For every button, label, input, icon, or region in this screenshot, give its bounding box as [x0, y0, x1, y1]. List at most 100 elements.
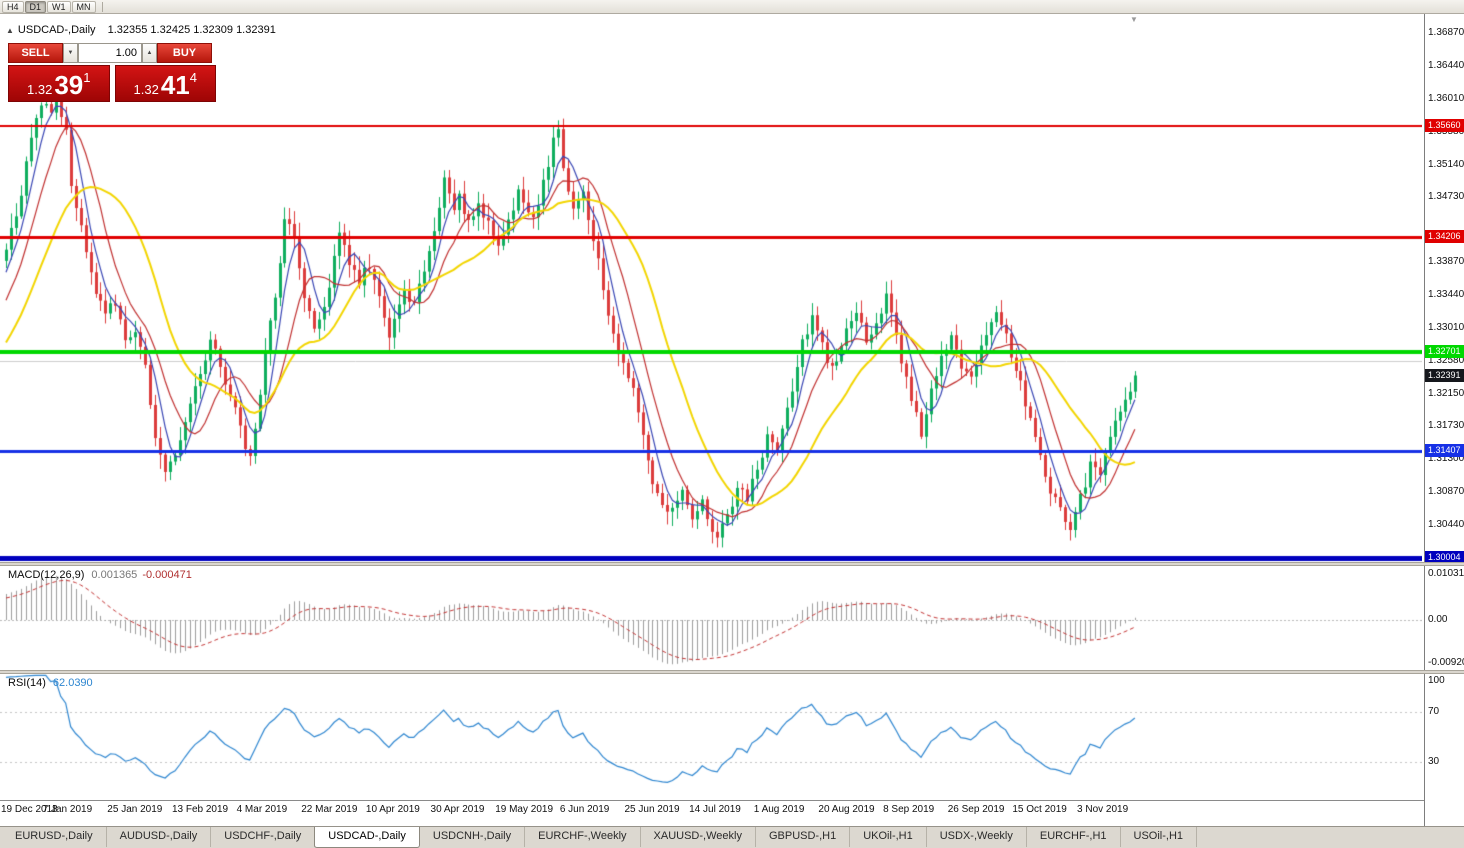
price-tick: 1.34730	[1428, 190, 1464, 202]
sell-price-pips: 39	[54, 70, 84, 100]
timeframe-button[interactable]: MN	[71, 0, 96, 13]
one-click-collapse-icon[interactable]: ▲	[6, 26, 14, 35]
hline-price-badge: 1.34206	[1425, 230, 1464, 244]
price-tick: 1.33440	[1428, 289, 1464, 301]
chart-symbol-period: USDCAD-,Daily	[17, 24, 96, 36]
chart-tab[interactable]: USDX-,Weekly	[927, 827, 1027, 847]
rsi-value: 62.0390	[52, 677, 93, 689]
timeframe-button[interactable]: W1	[47, 0, 71, 13]
price-tick: 1.36440	[1428, 59, 1464, 71]
macd-scale-zero: 0.00	[1428, 614, 1448, 625]
price-tick: 1.31730	[1428, 419, 1464, 431]
chart-tab[interactable]: GBPUSD-,H1	[756, 827, 851, 847]
time-axis-label: 13 Feb 2019	[171, 804, 229, 815]
one-click-trading-panel: SELL ▼ ▲ BUY 1.32 39 1 1.32 41 4	[8, 43, 216, 102]
sell-price-point: 1	[83, 70, 91, 85]
trade-prices-row: 1.32 39 1 1.32 41 4	[8, 65, 216, 102]
buy-button[interactable]: BUY	[157, 43, 212, 63]
main-price-chart-canvas[interactable]	[0, 14, 1422, 562]
panel-splitter-rsi[interactable]	[0, 670, 1464, 674]
hline-price-badge: 1.31407	[1425, 444, 1464, 458]
rsi-scale-30: 30	[1428, 756, 1440, 768]
chart-tab[interactable]: UKOil-,H1	[850, 827, 927, 847]
chart-tab[interactable]: USDCHF-,Daily	[211, 827, 316, 847]
chart-tab[interactable]: USOil-,H1	[1121, 827, 1198, 847]
macd-indicator-canvas[interactable]	[0, 566, 1422, 670]
volume-decrease-button[interactable]: ▼	[63, 43, 78, 63]
timeframe-switcher: H4 D1 W1 MN	[2, 0, 97, 13]
price-tick: 1.36010	[1428, 92, 1464, 104]
time-axis-label: 19 Dec 2018	[1, 804, 58, 815]
timeframe-toolbar: H4 D1 W1 MN	[0, 0, 1464, 14]
rsi-scale-100: 100	[1428, 675, 1445, 686]
hline-price-badge: 1.30004	[1425, 551, 1464, 565]
chart-shift-marker-icon: ▼	[1130, 15, 1138, 24]
chart-ohlc-readout: 1.32355 1.32425 1.32309 1.32391	[107, 24, 276, 36]
sell-price-base: 1.32	[27, 82, 53, 97]
time-axis-label: 6 Jun 2019	[559, 804, 610, 815]
time-axis-label: 25 Jan 2019	[107, 804, 163, 815]
price-tick: 1.30870	[1428, 485, 1464, 497]
price-tick: 1.32580	[1428, 354, 1464, 366]
time-axis-label: 15 Oct 2019	[1012, 804, 1067, 815]
time-axis-label: 3 Nov 2019	[1077, 804, 1129, 815]
macd-scale-bottom: -0.009203	[1428, 657, 1464, 668]
toolbar-separator	[101, 1, 103, 12]
chart-tab[interactable]: EURCHF-,Weekly	[525, 827, 641, 847]
price-tick: 1.35140	[1428, 159, 1464, 171]
price-tick: 1.32150	[1428, 387, 1464, 399]
chart-tab[interactable]: AUDUSD-,Daily	[107, 827, 212, 847]
time-axis-label: 4 Mar 2019	[236, 804, 288, 815]
chart-tab[interactable]: EURCHF-,H1	[1027, 827, 1121, 847]
time-axis-label: 1 Aug 2019	[753, 804, 805, 815]
timeframe-button[interactable]: D1	[24, 0, 47, 13]
volume-increase-button[interactable]: ▲	[142, 43, 157, 63]
price-tick: 1.36870	[1428, 27, 1464, 39]
time-axis-label: 20 Aug 2019	[818, 804, 875, 815]
chart-window: ▲ USDCAD-,Daily 1.32355 1.32425 1.32309 1…	[0, 14, 1464, 827]
time-axis-label: 30 Apr 2019	[430, 804, 485, 815]
macd-scale-top: 0.010311	[1428, 568, 1464, 579]
macd-name: MACD(12,26,9)	[8, 569, 85, 581]
time-axis-label: 19 May 2019	[495, 804, 554, 815]
buy-price-pips: 41	[160, 70, 190, 100]
chart-tab[interactable]: USDCNH-,Daily	[420, 827, 526, 847]
time-axis-label: 25 Jun 2019	[624, 804, 680, 815]
time-axis-label: 8 Sep 2019	[883, 804, 935, 815]
price-tick: 1.33870	[1428, 256, 1464, 268]
time-axis-label: 26 Sep 2019	[947, 804, 1005, 815]
chart-tabs-bar: EURUSD-,Daily AUDUSD-,Daily USDCHF-,Daily U…	[0, 826, 1464, 848]
time-axis-label: 14 Jul 2019	[689, 804, 741, 815]
price-tick: 1.30440	[1428, 518, 1464, 530]
chart-title: ▲ USDCAD-,Daily 1.32355 1.32425 1.32309 1…	[6, 24, 276, 36]
price-scale[interactable]: 1.368701.364401.360101.355801.351401.347…	[1424, 14, 1464, 826]
macd-signal-value: -0.000471	[142, 569, 192, 581]
volume-input[interactable]	[78, 43, 142, 63]
price-tick: 1.31300	[1428, 452, 1464, 464]
chart-tab[interactable]: XAUUSD-,Weekly	[641, 827, 756, 847]
buy-price-base: 1.32	[133, 82, 159, 97]
macd-label: MACD(12,26,9) 0.001365 -0.000471	[8, 569, 192, 581]
rsi-label: RSI(14) 62.0390	[8, 677, 93, 689]
time-axis[interactable]: 19 Dec 2018 7 Jan 2019 25 Jan 2019 13 Feb 2…	[0, 800, 1424, 827]
trade-controls-row: SELL ▼ ▲ BUY	[8, 43, 216, 63]
buy-price-point: 4	[189, 70, 197, 85]
buy-price-display[interactable]: 1.32 41 4	[114, 65, 216, 102]
chart-tab[interactable]: USDCAD-,Daily	[314, 827, 420, 848]
panel-splitter-macd[interactable]	[0, 562, 1464, 566]
rsi-name: RSI(14)	[8, 677, 46, 689]
time-axis-label: 22 Mar 2019	[301, 804, 358, 815]
current-price-badge: 1.32391	[1425, 368, 1464, 382]
macd-main-value: 0.001365	[91, 569, 138, 581]
sell-button[interactable]: SELL	[8, 43, 63, 63]
chart-tab[interactable]: EURUSD-,Daily	[2, 827, 107, 847]
hline-price-badge: 1.32701	[1425, 345, 1464, 359]
rsi-scale-70: 70	[1428, 705, 1440, 717]
rsi-indicator-canvas[interactable]	[0, 674, 1422, 800]
timeframe-button[interactable]: H4	[2, 0, 24, 13]
sell-price-display[interactable]: 1.32 39 1	[8, 65, 110, 102]
time-axis-label: 10 Apr 2019	[365, 804, 420, 815]
time-axis-label: 7 Jan 2019	[42, 804, 93, 815]
hline-price-badge: 1.35660	[1425, 119, 1464, 133]
